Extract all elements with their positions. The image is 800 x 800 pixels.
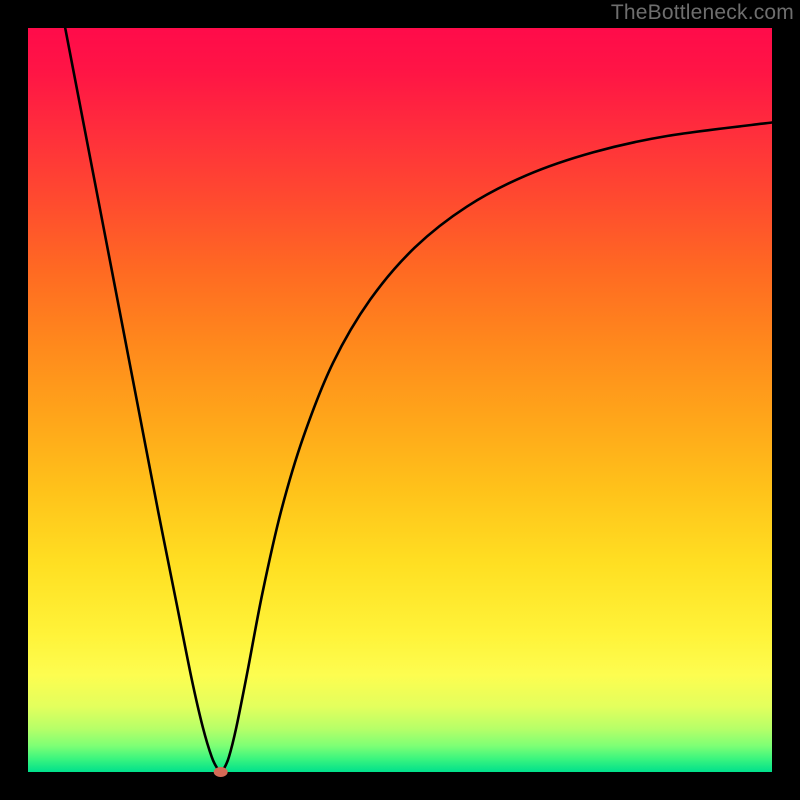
watermark-text: TheBottleneck.com (611, 1, 794, 25)
chart-stage: TheBottleneck.com (0, 0, 800, 800)
sweet-spot-marker (214, 767, 228, 777)
plot-background (28, 28, 772, 772)
chart-svg (0, 0, 800, 800)
